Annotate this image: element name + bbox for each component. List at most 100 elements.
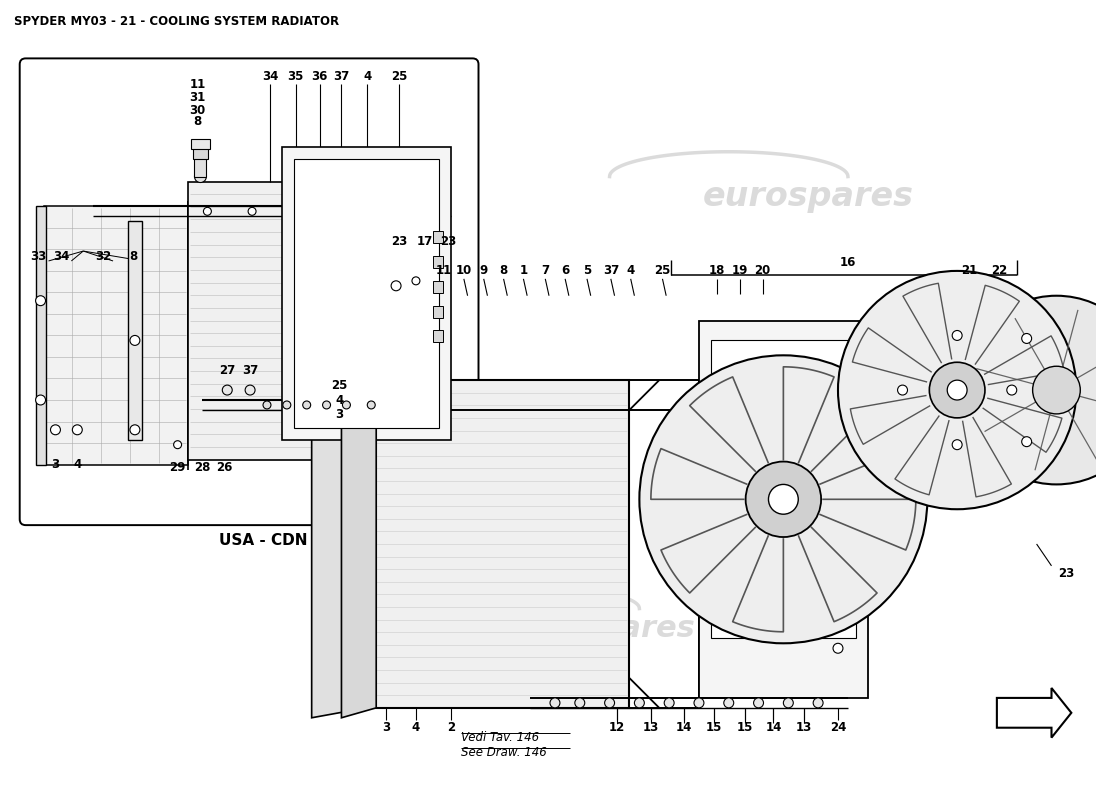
- Text: 18: 18: [708, 265, 725, 278]
- Text: 17: 17: [417, 234, 433, 248]
- Circle shape: [769, 485, 799, 514]
- Text: 15: 15: [737, 722, 752, 734]
- Text: 23: 23: [1058, 567, 1075, 580]
- Polygon shape: [311, 380, 366, 718]
- Text: 6: 6: [561, 265, 570, 278]
- Text: 4: 4: [627, 265, 635, 278]
- Circle shape: [35, 296, 45, 306]
- Text: 37: 37: [242, 364, 258, 377]
- Circle shape: [412, 277, 420, 285]
- Circle shape: [635, 698, 645, 708]
- Text: 3: 3: [336, 408, 343, 422]
- Circle shape: [550, 698, 560, 708]
- Circle shape: [392, 281, 402, 290]
- Text: 4: 4: [411, 722, 420, 734]
- Bar: [846, 445, 860, 459]
- Circle shape: [130, 335, 140, 346]
- Bar: [698, 321, 868, 698]
- Text: 16: 16: [839, 257, 856, 270]
- Text: 8: 8: [499, 265, 508, 278]
- Bar: [432, 256, 442, 268]
- Text: See Draw. 146: See Draw. 146: [461, 746, 547, 758]
- Circle shape: [838, 271, 1076, 510]
- Text: 8: 8: [194, 115, 201, 129]
- Circle shape: [664, 698, 674, 708]
- Text: 37: 37: [603, 265, 619, 278]
- Text: eurospares: eurospares: [703, 180, 914, 213]
- Text: 14: 14: [766, 722, 782, 734]
- Circle shape: [174, 441, 182, 449]
- Circle shape: [962, 296, 1100, 485]
- Text: 11: 11: [189, 78, 206, 90]
- Text: 13: 13: [644, 722, 659, 734]
- Text: 7: 7: [541, 265, 549, 278]
- Circle shape: [302, 401, 310, 409]
- Circle shape: [367, 401, 375, 409]
- Bar: [432, 330, 442, 342]
- Text: 4: 4: [74, 458, 81, 471]
- Circle shape: [724, 698, 734, 708]
- Text: 32: 32: [95, 250, 111, 262]
- Text: 2: 2: [447, 722, 454, 734]
- Text: 4: 4: [363, 70, 372, 82]
- Circle shape: [222, 385, 232, 395]
- Text: 25: 25: [654, 265, 671, 278]
- Text: 33: 33: [31, 250, 46, 262]
- Circle shape: [322, 401, 330, 409]
- Circle shape: [833, 643, 843, 654]
- Text: 1: 1: [519, 265, 528, 278]
- Circle shape: [605, 698, 615, 708]
- Polygon shape: [341, 385, 376, 718]
- Circle shape: [746, 462, 821, 537]
- Circle shape: [1033, 366, 1080, 414]
- Text: 12: 12: [608, 722, 625, 734]
- Text: 34: 34: [262, 70, 278, 82]
- Circle shape: [930, 362, 984, 418]
- Text: 11: 11: [436, 265, 452, 278]
- Text: 23: 23: [441, 234, 456, 248]
- Bar: [728, 490, 749, 504]
- Text: 14: 14: [675, 722, 692, 734]
- Circle shape: [1022, 437, 1032, 446]
- Circle shape: [204, 207, 211, 215]
- Text: Vedi Tav. 146: Vedi Tav. 146: [461, 730, 539, 744]
- Text: 3: 3: [382, 722, 390, 734]
- Circle shape: [754, 698, 763, 708]
- Text: 30: 30: [189, 103, 206, 117]
- Text: 20: 20: [755, 265, 771, 278]
- Circle shape: [1006, 385, 1016, 395]
- Text: 23: 23: [390, 234, 407, 248]
- Bar: [711, 341, 856, 638]
- Bar: [366, 380, 629, 708]
- Bar: [187, 182, 421, 459]
- Bar: [846, 474, 860, 490]
- Circle shape: [73, 425, 82, 434]
- Circle shape: [898, 385, 907, 395]
- FancyBboxPatch shape: [20, 58, 478, 525]
- Text: 25: 25: [331, 378, 348, 392]
- Text: USA - CDN: USA - CDN: [219, 533, 308, 548]
- Circle shape: [342, 401, 351, 409]
- Text: 29: 29: [169, 461, 186, 474]
- Circle shape: [639, 355, 927, 643]
- Polygon shape: [44, 206, 187, 465]
- Text: 25: 25: [390, 70, 407, 82]
- Bar: [294, 158, 439, 428]
- Circle shape: [575, 698, 585, 708]
- Text: 34: 34: [53, 250, 69, 262]
- Text: 21: 21: [961, 265, 977, 278]
- Circle shape: [283, 401, 290, 409]
- Circle shape: [953, 440, 962, 450]
- Text: eurospares: eurospares: [504, 614, 696, 643]
- Text: 37: 37: [333, 70, 350, 82]
- Circle shape: [953, 330, 962, 341]
- Text: 35: 35: [287, 70, 304, 82]
- Bar: [432, 231, 442, 243]
- Bar: [35, 206, 45, 465]
- Circle shape: [195, 170, 207, 182]
- Circle shape: [1022, 334, 1032, 343]
- Text: 9: 9: [480, 265, 487, 278]
- Text: 24: 24: [829, 722, 846, 734]
- Circle shape: [263, 401, 271, 409]
- Bar: [128, 222, 142, 440]
